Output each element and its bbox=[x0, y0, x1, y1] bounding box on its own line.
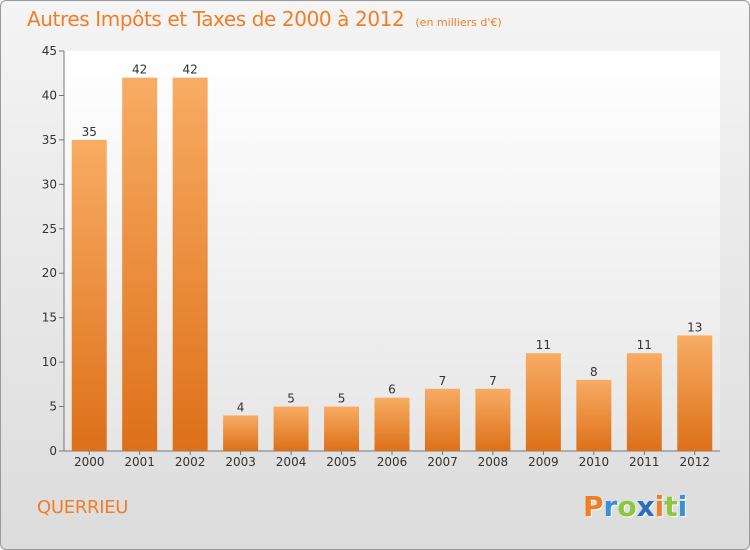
y-tick-label: 0 bbox=[49, 444, 57, 458]
title-row: Autres Impôts et Taxes de 2000 à 2012 (e… bbox=[27, 7, 502, 31]
y-tick-label: 45 bbox=[42, 44, 57, 58]
x-tick-label: 2002 bbox=[175, 455, 206, 469]
proxiti-logo: Proxiti bbox=[583, 490, 687, 523]
x-tick-label: 2011 bbox=[629, 455, 660, 469]
bar bbox=[677, 335, 713, 451]
x-tick-label: 2005 bbox=[326, 455, 357, 469]
y-tick-label: 20 bbox=[42, 266, 57, 280]
bar-value-label: 4 bbox=[237, 400, 245, 414]
y-tick-label: 30 bbox=[42, 177, 57, 191]
bar-value-label: 8 bbox=[590, 365, 598, 379]
y-tick-label: 10 bbox=[42, 355, 57, 369]
bar bbox=[626, 353, 662, 451]
bar-value-label: 35 bbox=[82, 125, 97, 139]
logo-letter: i bbox=[654, 490, 665, 523]
x-tick-label: 2007 bbox=[427, 455, 458, 469]
bar bbox=[424, 388, 460, 451]
bar bbox=[525, 353, 561, 451]
x-tick-label: 2009 bbox=[528, 455, 559, 469]
y-tick-label: 5 bbox=[49, 400, 57, 414]
x-tick-label: 2012 bbox=[679, 455, 710, 469]
y-tick-label: 25 bbox=[42, 222, 57, 236]
logo-letter: o bbox=[617, 490, 637, 523]
bar bbox=[374, 397, 410, 451]
bar bbox=[172, 77, 208, 452]
unit-label: (en milliers d'€) bbox=[415, 16, 502, 29]
bar-value-label: 11 bbox=[536, 338, 551, 352]
bar-value-label: 42 bbox=[132, 63, 147, 77]
y-tick-label: 40 bbox=[42, 88, 57, 102]
bar bbox=[273, 406, 309, 451]
x-tick-label: 2006 bbox=[377, 455, 408, 469]
bar bbox=[475, 388, 511, 451]
bar-value-label: 42 bbox=[183, 63, 198, 77]
logo-letter: P bbox=[583, 490, 604, 523]
commune-name: QUERRIEU bbox=[37, 497, 129, 518]
logo-letter: x bbox=[636, 490, 655, 523]
bar-value-label: 6 bbox=[388, 383, 396, 397]
x-tick-label: 2000 bbox=[74, 455, 105, 469]
bar-value-label: 13 bbox=[687, 320, 702, 334]
logo-letter: r bbox=[603, 490, 618, 523]
x-tick-label: 2010 bbox=[579, 455, 610, 469]
bar bbox=[576, 379, 612, 451]
y-tick-label: 35 bbox=[42, 133, 57, 147]
bar bbox=[223, 415, 259, 451]
bar-value-label: 11 bbox=[637, 338, 652, 352]
x-tick-label: 2008 bbox=[478, 455, 509, 469]
bar-value-label: 7 bbox=[489, 374, 497, 388]
x-tick-label: 2001 bbox=[124, 455, 155, 469]
x-tick-label: 2004 bbox=[276, 455, 307, 469]
bar bbox=[71, 139, 107, 451]
bar bbox=[324, 406, 360, 451]
bar-value-label: 5 bbox=[287, 392, 295, 406]
logo-letter: t bbox=[664, 490, 678, 523]
y-tick-label: 15 bbox=[42, 311, 57, 325]
chart-title: Autres Impôts et Taxes de 2000 à 2012 bbox=[27, 7, 405, 31]
bar-value-label: 5 bbox=[338, 392, 346, 406]
x-tick-label: 2003 bbox=[225, 455, 256, 469]
bar bbox=[122, 77, 158, 452]
bar-value-label: 7 bbox=[439, 374, 447, 388]
logo-letter: i bbox=[677, 490, 688, 523]
